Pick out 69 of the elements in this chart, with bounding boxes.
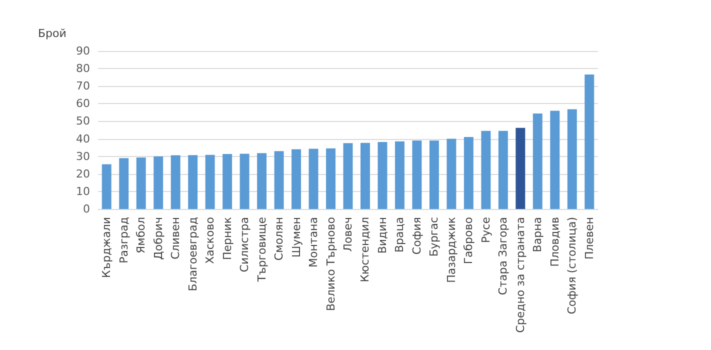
y-tick-label: 50 (76, 114, 90, 128)
bar (412, 140, 422, 209)
bar (154, 156, 164, 209)
y-tick-label: 80 (76, 62, 90, 76)
bar (532, 114, 542, 209)
x-tick-label: София (столица) (566, 217, 579, 314)
y-tick-label: 0 (83, 202, 90, 216)
x-tick-label: Ловеч (342, 217, 354, 252)
y-tick-label: 30 (76, 150, 90, 163)
x-tick-label: Плевен (582, 217, 596, 260)
x-tick-label: Кърджали (100, 217, 114, 278)
bar (102, 164, 112, 209)
bar (257, 153, 267, 209)
x-tick-label: Силистра (238, 217, 252, 272)
x-tick-label: Ямбол (134, 217, 148, 254)
bar (498, 130, 508, 209)
x-tick-label: Перник (220, 216, 234, 260)
x-tick-label: Разград (117, 216, 130, 264)
x-tick-label: Бургас (428, 217, 441, 257)
x-tick-label: Сливен (169, 217, 182, 260)
bar (188, 155, 198, 209)
bar (170, 155, 180, 209)
x-tick-label: Средно за страната (514, 217, 527, 333)
x-tick-label: Благоевград (186, 216, 200, 292)
y-tick-label: 10 (76, 184, 90, 198)
x-tick-label: Кюстендил (358, 217, 372, 282)
x-tick-label: Варна (531, 217, 544, 252)
x-tick-label: Видин (376, 217, 389, 254)
y-tick-label: 40 (76, 132, 90, 146)
x-tick-label: Хасково (204, 216, 217, 264)
x-tick-label: Велико Търново (324, 216, 338, 311)
x-tick-label: Шумен (290, 217, 303, 258)
x-tick-label: Враца (393, 217, 406, 252)
bar (516, 128, 526, 209)
x-tick-label: Смолян (272, 217, 286, 261)
bar (240, 154, 250, 209)
bar (326, 148, 336, 209)
bar (274, 151, 284, 209)
x-tick-label: Габрово (462, 216, 476, 264)
bar (136, 158, 146, 209)
bar (205, 154, 215, 209)
y-tick-label: 90 (76, 44, 90, 58)
y-axis-title: Брой (38, 27, 66, 40)
y-tick-label: 70 (76, 80, 90, 93)
bar (343, 143, 353, 209)
bar (292, 149, 302, 209)
bar (222, 154, 232, 209)
bar (464, 137, 474, 209)
x-tick-label: Стара Загора (496, 217, 510, 296)
y-tick-label: 20 (76, 167, 90, 180)
bar (360, 142, 370, 209)
bar (481, 130, 491, 209)
x-tick-label: Монтана (307, 217, 320, 268)
bar (308, 148, 318, 209)
x-tick-label: Пловдив (548, 217, 562, 267)
bar (429, 140, 439, 209)
bar (446, 138, 456, 209)
x-tick-label: Търговище (255, 216, 268, 283)
x-tick-label: Русе (479, 216, 492, 243)
bar (584, 74, 594, 209)
bar (119, 158, 129, 209)
bar (394, 141, 404, 209)
bar (567, 109, 577, 209)
bar (550, 110, 560, 209)
bar (378, 142, 388, 209)
x-tick-label: Добрич (152, 217, 165, 260)
x-tick-label: Пазарджик (444, 216, 458, 283)
y-tick-label: 60 (76, 97, 90, 110)
x-tick-label: София (410, 217, 424, 255)
